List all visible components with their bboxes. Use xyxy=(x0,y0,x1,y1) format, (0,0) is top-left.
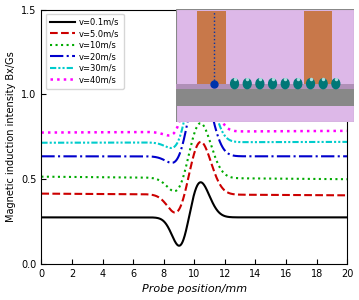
Circle shape xyxy=(281,79,289,88)
v=30m/s xyxy=(74,141,78,144)
v=40m/s xyxy=(157,131,161,135)
v=5.0m/s xyxy=(173,211,177,214)
Circle shape xyxy=(332,79,340,88)
v=20m/s xyxy=(39,154,43,158)
Circle shape xyxy=(269,79,276,88)
v=30m/s xyxy=(92,141,97,144)
v=40m/s xyxy=(197,32,201,36)
Line: v=5.0m/s: v=5.0m/s xyxy=(41,142,347,212)
v=40m/s xyxy=(306,129,311,133)
v=0.1m/s xyxy=(74,216,78,219)
v=20m/s xyxy=(92,154,97,158)
v=20m/s xyxy=(339,154,344,158)
v=40m/s xyxy=(92,130,97,134)
v=20m/s xyxy=(170,161,174,165)
v=10m/s xyxy=(172,189,176,193)
v=10m/s xyxy=(157,178,161,182)
v=40m/s xyxy=(170,133,174,136)
v=0.1m/s xyxy=(306,216,311,219)
v=30m/s xyxy=(170,146,174,150)
v=5.0m/s xyxy=(345,194,349,197)
v=20m/s xyxy=(198,77,202,81)
v=10m/s xyxy=(39,175,43,178)
Line: v=40m/s: v=40m/s xyxy=(41,34,347,136)
Y-axis label: Magnetic induction intensity Bx/Gs: Magnetic induction intensity Bx/Gs xyxy=(5,51,15,222)
v=40m/s xyxy=(39,131,43,134)
v=30m/s xyxy=(339,140,344,144)
v=40m/s xyxy=(345,129,349,133)
Circle shape xyxy=(307,79,314,88)
v=0.1m/s xyxy=(345,216,349,219)
Bar xyxy=(304,11,332,85)
v=20m/s xyxy=(74,154,78,158)
v=0.1m/s xyxy=(199,181,203,184)
v=40m/s xyxy=(167,134,171,137)
Circle shape xyxy=(256,79,264,88)
Bar xyxy=(197,11,226,85)
v=30m/s xyxy=(198,54,202,58)
Circle shape xyxy=(230,79,238,88)
v=0.1m/s xyxy=(92,216,97,219)
v=20m/s xyxy=(345,154,349,158)
v=0.1m/s xyxy=(339,216,344,219)
v=5.0m/s xyxy=(92,192,97,196)
v=30m/s xyxy=(39,141,43,145)
Line: v=10m/s: v=10m/s xyxy=(41,123,347,191)
X-axis label: Probe position/mm: Probe position/mm xyxy=(142,284,247,294)
v=20m/s xyxy=(157,156,161,160)
v=5.0m/s xyxy=(339,194,344,197)
v=5.0m/s xyxy=(170,209,174,213)
v=30m/s xyxy=(345,140,349,144)
Circle shape xyxy=(294,79,302,88)
v=20m/s xyxy=(306,154,311,158)
v=5.0m/s xyxy=(74,192,78,196)
Circle shape xyxy=(243,79,251,88)
v=0.1m/s xyxy=(177,244,181,247)
Bar xyxy=(176,89,354,106)
v=10m/s xyxy=(198,122,202,125)
v=10m/s xyxy=(345,177,349,181)
v=0.1m/s xyxy=(157,217,161,220)
v=5.0m/s xyxy=(157,195,161,199)
v=20m/s xyxy=(169,161,174,165)
v=10m/s xyxy=(74,175,78,179)
Legend: v=0.1m/s, v=5.0m/s, v=10m/s, v=20m/s, v=30m/s, v=40m/s: v=0.1m/s, v=5.0m/s, v=10m/s, v=20m/s, v=… xyxy=(46,14,123,88)
Line: v=0.1m/s: v=0.1m/s xyxy=(41,182,347,246)
v=5.0m/s xyxy=(199,140,203,144)
Line: v=30m/s: v=30m/s xyxy=(41,56,347,148)
v=30m/s xyxy=(157,142,161,146)
v=10m/s xyxy=(306,177,311,181)
v=10m/s xyxy=(339,177,344,181)
v=10m/s xyxy=(92,175,97,179)
v=0.1m/s xyxy=(170,233,174,237)
v=0.1m/s xyxy=(39,216,43,219)
v=30m/s xyxy=(169,146,173,150)
v=40m/s xyxy=(339,129,344,133)
Line: v=20m/s: v=20m/s xyxy=(41,79,347,163)
v=5.0m/s xyxy=(306,193,311,197)
v=10m/s xyxy=(170,189,174,192)
Circle shape xyxy=(319,79,327,88)
v=40m/s xyxy=(74,130,78,134)
v=30m/s xyxy=(306,140,311,144)
v=5.0m/s xyxy=(39,192,43,195)
Bar xyxy=(176,84,354,89)
